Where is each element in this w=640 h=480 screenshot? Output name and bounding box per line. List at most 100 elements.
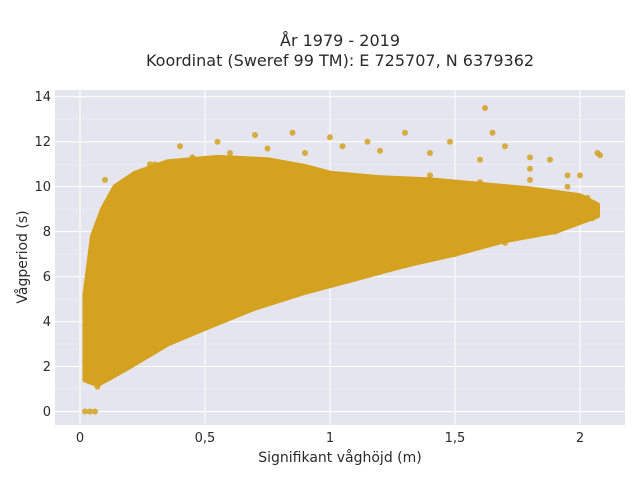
- scatter-point: [107, 273, 113, 280]
- scatter-point: [547, 156, 553, 163]
- scatter-point: [264, 194, 271, 201]
- scatter-point: [272, 239, 278, 246]
- scatter-point: [189, 154, 196, 161]
- scatter-point: [327, 172, 333, 179]
- scatter-point: [439, 206, 446, 213]
- scatter-point: [177, 143, 183, 150]
- y-tick-label: 8: [43, 225, 51, 240]
- scatter-point: [152, 329, 158, 336]
- scatter-point: [389, 192, 396, 199]
- scatter-point: [252, 296, 258, 303]
- scatter-point: [177, 307, 183, 314]
- scatter-point: [527, 154, 533, 161]
- scatter-point: [382, 221, 388, 228]
- x-axis-label: Signifikant våghöjd (m): [258, 449, 421, 466]
- scatter-point: [414, 199, 421, 206]
- scatter-point: [117, 183, 123, 190]
- scatter-points: [82, 105, 603, 415]
- scatter-point: [264, 145, 271, 152]
- scatter-point: [102, 296, 108, 303]
- scatter-point: [552, 228, 558, 235]
- y-tick-label: 0: [43, 405, 51, 420]
- scatter-point: [327, 134, 333, 141]
- scatter-point: [127, 194, 133, 201]
- chart-title-line1: År 1979 - 2019: [280, 31, 400, 50]
- scatter-point: [177, 183, 183, 190]
- scatter-point: [239, 206, 246, 213]
- scatter-point: [452, 251, 458, 258]
- scatter-point: [97, 251, 103, 258]
- scatter-point: [122, 217, 128, 224]
- scatter-point: [132, 172, 138, 179]
- scatter-point: [114, 363, 121, 370]
- scatter-point: [202, 318, 208, 325]
- scatter-point: [527, 176, 533, 183]
- scatter-point: [97, 318, 103, 325]
- scatter-point: [214, 194, 221, 201]
- scatter-point: [127, 352, 133, 359]
- scatter-point: [564, 172, 571, 179]
- scatter-point: [502, 239, 508, 246]
- scatter-point: [577, 172, 583, 179]
- scatter-point: [164, 273, 171, 280]
- scatter-point: [92, 408, 98, 415]
- scatter-point: [477, 156, 483, 163]
- scatter-point: [457, 215, 463, 222]
- scatter-point: [302, 284, 308, 291]
- scatter-point: [377, 147, 383, 154]
- scatter-point: [339, 194, 346, 201]
- scatter-point: [584, 194, 591, 201]
- scatter-point: [302, 150, 308, 156]
- scatter-point: [402, 262, 408, 269]
- scatter-point: [514, 208, 521, 215]
- y-axis-label: Vågperiod (s): [14, 210, 31, 303]
- scatter-point: [82, 408, 88, 415]
- scatter-point: [152, 341, 158, 348]
- x-tick-label: 2: [576, 431, 584, 446]
- scatter-point: [339, 143, 346, 150]
- y-tick-label: 10: [34, 180, 51, 195]
- scatter-point: [377, 176, 383, 183]
- x-tick-label: 0,5: [195, 431, 216, 446]
- scatter-point: [482, 105, 488, 111]
- y-tick-label: 12: [34, 135, 51, 150]
- scatter-point: [527, 165, 533, 172]
- scatter-point: [114, 251, 121, 258]
- scatter-point: [589, 215, 596, 222]
- scatter-point: [489, 129, 496, 136]
- scatter-point: [89, 379, 96, 386]
- scatter-point: [502, 143, 508, 150]
- scatter-point: [402, 129, 408, 136]
- y-tick-labels: 0 2 4 6 8 10 12 14: [34, 90, 51, 420]
- scatter-point: [214, 255, 221, 262]
- scatter-point: [84, 363, 91, 370]
- scatter-point: [564, 183, 571, 190]
- scatter-point: [364, 138, 371, 145]
- scatter-point: [477, 179, 483, 186]
- scatter-point: [597, 152, 603, 159]
- x-tick-label: 0: [76, 431, 84, 446]
- scatter-point: [89, 341, 96, 348]
- scatter-point: [277, 176, 283, 183]
- scatter-point: [427, 172, 433, 179]
- scatter-point: [87, 408, 93, 415]
- scatter-point: [107, 194, 113, 201]
- scatter-point: [152, 161, 158, 168]
- x-tick-label: 1,5: [445, 431, 466, 446]
- scatter-point: [464, 210, 471, 217]
- chart-title-line2: Koordinat (Sweref 99 TM): E 725707, N 63…: [146, 51, 534, 70]
- y-tick-label: 4: [43, 315, 51, 330]
- scatter-point: [227, 179, 233, 186]
- scatter-point: [422, 219, 428, 226]
- scatter-point: [94, 383, 101, 390]
- scatter-point: [332, 228, 338, 235]
- x-tick-labels: 0 0,5 1 1,5 2: [76, 431, 584, 446]
- scatter-point: [102, 374, 108, 381]
- scatter-point: [289, 129, 296, 136]
- y-tick-label: 6: [43, 270, 51, 285]
- scatter-point: [164, 217, 171, 224]
- scatter-point: [89, 296, 96, 303]
- scatter-point: [252, 132, 258, 138]
- y-tick-label: 2: [43, 360, 51, 375]
